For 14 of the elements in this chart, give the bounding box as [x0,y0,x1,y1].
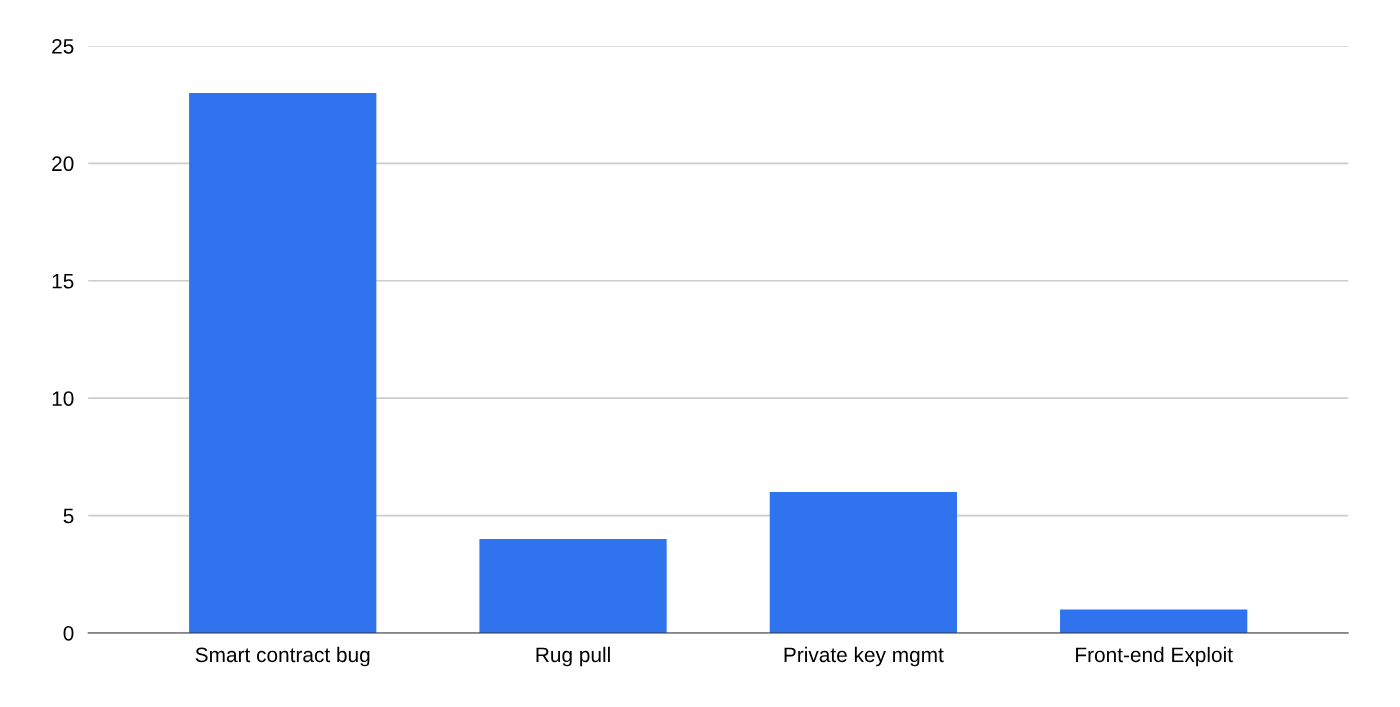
bar [479,539,667,633]
y-tick-label: 0 [63,625,74,641]
y-tick-label: 10 [52,391,74,406]
bar [769,492,957,633]
bar [189,92,377,633]
x-tick-label: Front-end Exploit [1076,646,1233,667]
x-tick-label: Smart contract bug [195,646,370,667]
y-tick-label: 20 [52,156,74,172]
y-tick-label: 25 [52,38,74,54]
y-tick-label: 15 [52,273,74,289]
y-tick-label: 5 [63,508,74,524]
bar [1060,609,1248,633]
x-tick-label: Rug pull [536,646,610,667]
x-tick-label: Private key mgmt [784,646,944,667]
